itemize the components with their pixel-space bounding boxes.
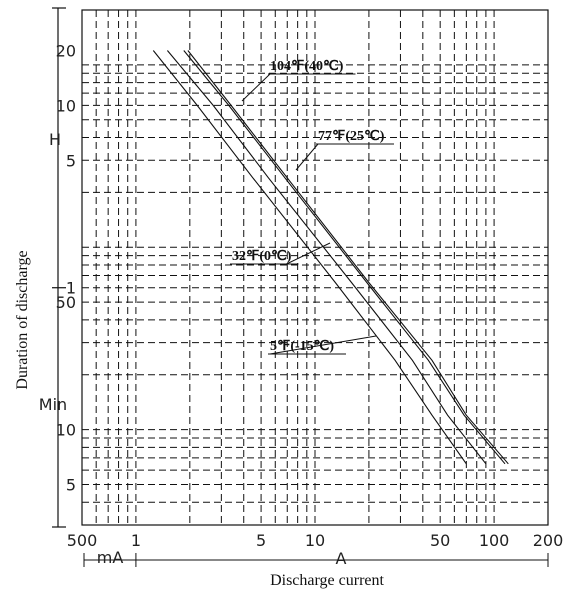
- x-tick-label: 500: [67, 531, 98, 550]
- y-unit-minutes: Min: [39, 395, 67, 414]
- x-unit-ma: mA: [97, 548, 124, 567]
- series-line: [166, 50, 487, 465]
- x-tick-label: 10: [305, 531, 325, 550]
- y-tick-label: 5: [66, 151, 76, 170]
- y-tick-label: 5: [66, 476, 76, 495]
- x-axis-title: Discharge current: [270, 572, 384, 589]
- series-line: [187, 50, 509, 465]
- leader-line: [269, 335, 377, 355]
- x-tick-label: 5: [256, 531, 266, 550]
- y-tick-label: 50: [56, 293, 76, 312]
- y-tick-label: 10: [56, 421, 76, 440]
- leader-line: [286, 242, 331, 265]
- axes: [52, 7, 549, 567]
- leader-line: [295, 143, 319, 171]
- x-unit-a: A: [336, 549, 347, 568]
- x-tick-label: 100: [479, 531, 510, 550]
- curve-label: 104℉(40℃): [270, 59, 344, 74]
- x-tick-label: 50: [430, 531, 450, 550]
- x-tick-label: 200: [533, 531, 564, 550]
- curve-label: 32℉(0℃): [232, 249, 292, 264]
- series-line: [152, 50, 467, 465]
- y-tick-label: 10: [56, 96, 76, 115]
- y-tick-label: 20: [56, 41, 76, 60]
- y-tick-label: 1: [66, 279, 76, 298]
- x-tick-label: 1: [131, 531, 141, 550]
- leader-line: [241, 73, 271, 102]
- plot-frame: [81, 9, 549, 526]
- curves: [152, 50, 509, 465]
- series-line: [183, 50, 506, 465]
- y-axis-title: Duration of discharge: [14, 250, 31, 389]
- y-unit-hours: H: [49, 130, 61, 149]
- grid: [82, 10, 548, 525]
- curve-label: 5℉(-15℃): [270, 339, 334, 354]
- curve-label: 77℉(25℃): [318, 129, 385, 144]
- curve-labels: 104℉(40℃) 77℉(25℃) 32℉(0℃) 5℉(-15℃): [230, 59, 394, 355]
